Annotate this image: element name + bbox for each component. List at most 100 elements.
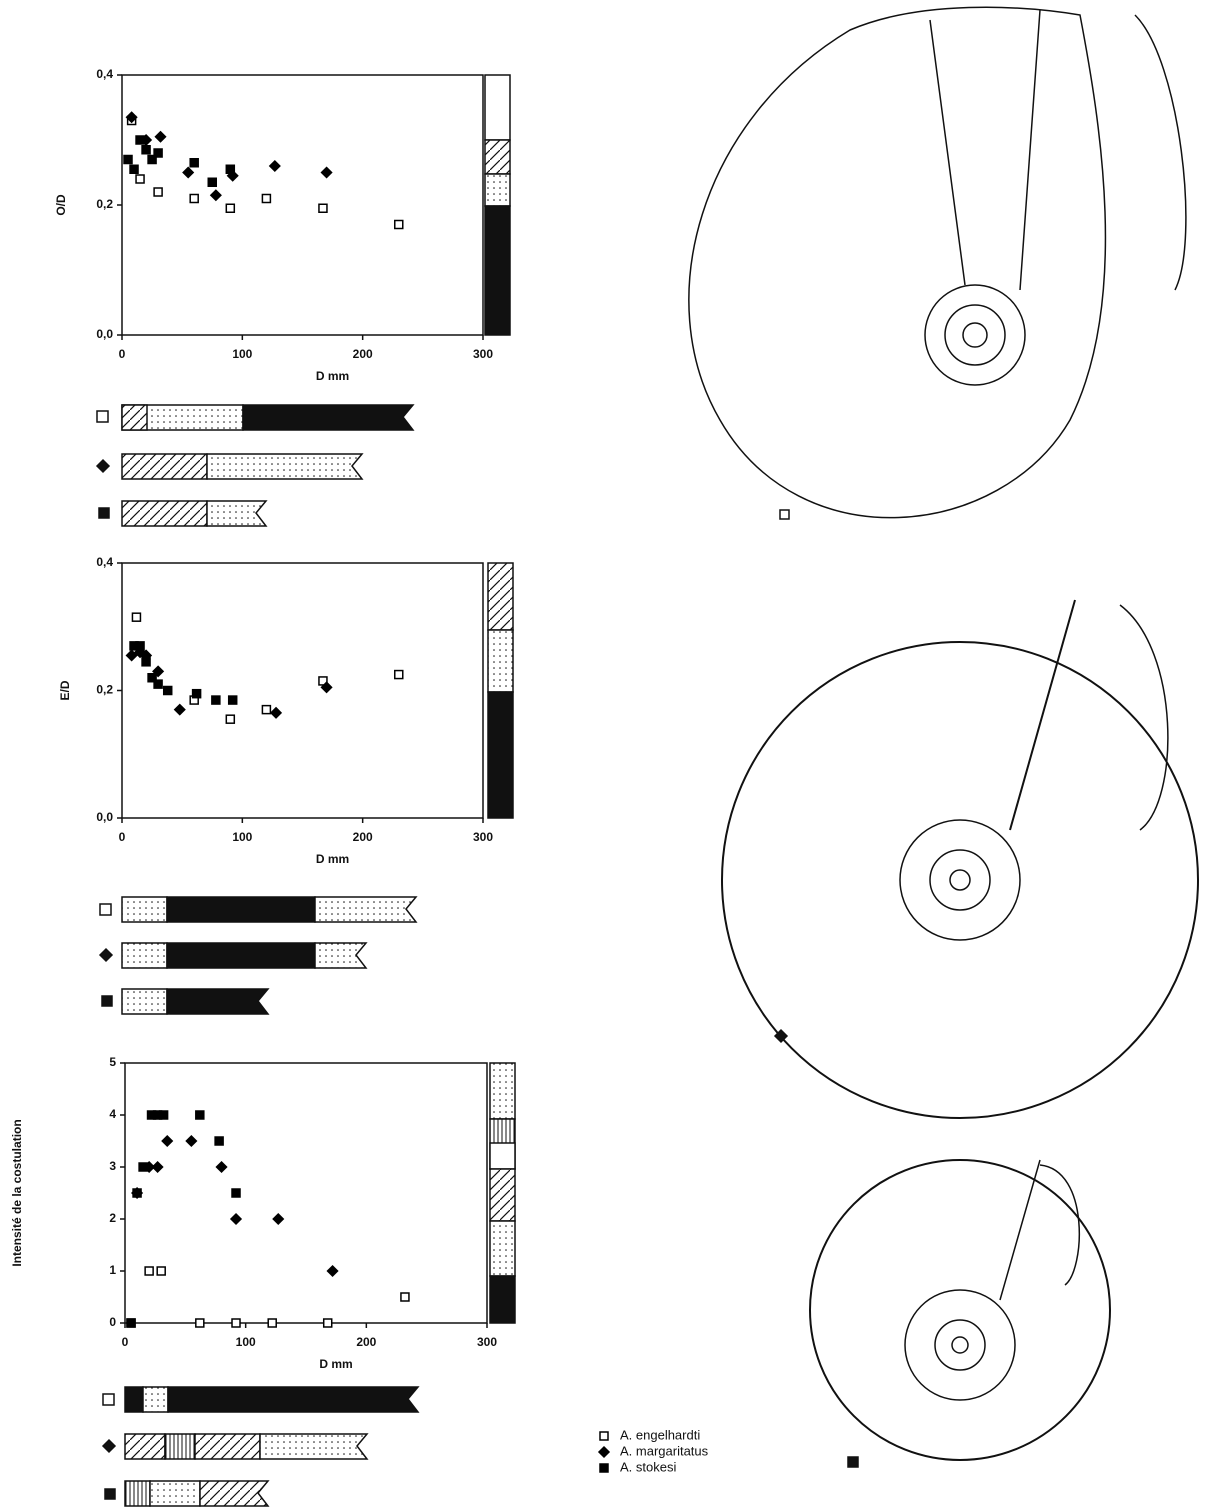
point — [153, 679, 163, 689]
legend-marker — [599, 1463, 609, 1473]
x-axis-label: D mm — [316, 369, 349, 383]
y-axis-label: O/D — [54, 194, 68, 216]
point — [195, 1318, 205, 1328]
legend-marker — [597, 1445, 611, 1459]
x-tick-label: 0 — [119, 830, 126, 844]
point — [126, 1318, 136, 1328]
x-tick-label: 200 — [356, 1335, 376, 1349]
y-tick-label: 3 — [109, 1159, 116, 1173]
x-tick-label: 0 — [122, 1335, 129, 1349]
y-tick-label: 0 — [109, 1315, 116, 1329]
point — [153, 148, 163, 158]
point — [394, 669, 404, 680]
point — [326, 1264, 339, 1278]
point — [215, 1160, 228, 1174]
plot-frame — [121, 562, 484, 819]
point — [132, 1188, 142, 1198]
x-tick-label: 100 — [236, 1335, 256, 1349]
point — [394, 219, 404, 230]
point — [272, 1212, 285, 1226]
x-tick-label: 200 — [353, 347, 373, 361]
point — [320, 681, 333, 694]
point — [268, 159, 281, 173]
x-tick-label: 0 — [119, 347, 126, 361]
point — [225, 714, 236, 724]
point — [211, 695, 221, 705]
x-axis-label: D mm — [316, 852, 349, 866]
point — [189, 193, 199, 204]
point — [154, 130, 167, 143]
x-tick-label: 300 — [473, 347, 493, 361]
ontogeny-bars — [95, 404, 420, 1507]
point — [267, 1318, 277, 1328]
point — [214, 1136, 224, 1146]
y-tick-label: 0,0 — [96, 810, 113, 824]
y-tick-label: 0,0 — [96, 327, 113, 341]
point — [135, 641, 145, 651]
y-axis-label: E/D — [58, 680, 72, 700]
y-tick-label: 2 — [109, 1211, 116, 1225]
y-tick-label: 0,2 — [96, 197, 113, 211]
legend-label: A. margaritatus — [620, 1443, 709, 1458]
point — [229, 1212, 243, 1226]
point — [225, 203, 236, 213]
point — [123, 154, 133, 165]
point — [318, 203, 328, 213]
point — [156, 1266, 166, 1276]
point — [207, 177, 217, 187]
legend-label: A. engelhardti — [620, 1427, 700, 1442]
x-tick-label: 100 — [232, 830, 252, 844]
strat-column — [484, 74, 516, 1324]
ammonite-margaritatus — [721, 599, 1199, 1119]
point — [141, 657, 151, 667]
y-tick-label: 0,4 — [96, 67, 113, 81]
point — [135, 135, 145, 145]
y-tick-label: 1 — [109, 1263, 116, 1277]
y-tick-label: 5 — [109, 1055, 116, 1069]
legend-label: A. stokesi — [620, 1459, 676, 1474]
point — [209, 189, 222, 202]
point — [125, 111, 138, 124]
y-axis-label: Intensité de la costulation — [10, 1119, 24, 1266]
point — [125, 649, 138, 662]
point — [225, 164, 236, 174]
ammonite-engelhardti — [688, 6, 1187, 520]
point — [147, 673, 157, 683]
point — [185, 1134, 198, 1148]
x-tick-label: 200 — [353, 830, 373, 844]
point — [189, 158, 199, 168]
point — [261, 193, 272, 204]
plot-frame — [124, 1062, 488, 1324]
y-tick-label: 0,2 — [96, 683, 113, 697]
point — [131, 612, 142, 622]
point — [173, 703, 186, 716]
point — [151, 1160, 164, 1174]
point — [147, 154, 157, 165]
point — [153, 187, 163, 197]
point — [158, 1110, 169, 1120]
point — [231, 1318, 241, 1328]
point — [400, 1292, 410, 1302]
x-tick-label: 300 — [477, 1335, 497, 1349]
y-tick-label: 0,4 — [96, 555, 113, 569]
point — [195, 1110, 205, 1120]
point — [141, 145, 151, 155]
y-tick-label: 4 — [109, 1107, 116, 1121]
point — [231, 1188, 241, 1198]
point — [144, 1266, 154, 1276]
point — [135, 174, 145, 184]
point — [261, 704, 272, 715]
point — [269, 706, 283, 719]
legend-marker — [599, 1431, 609, 1441]
point — [182, 166, 195, 179]
point — [191, 688, 202, 699]
x-tick-label: 300 — [473, 830, 493, 844]
point — [138, 1162, 148, 1172]
x-tick-label: 100 — [232, 347, 252, 361]
plot-frame — [121, 74, 484, 336]
point — [227, 695, 238, 705]
ammonite-stokesi — [809, 1159, 1111, 1468]
point — [129, 164, 139, 174]
x-axis-label: D mm — [319, 1357, 352, 1371]
